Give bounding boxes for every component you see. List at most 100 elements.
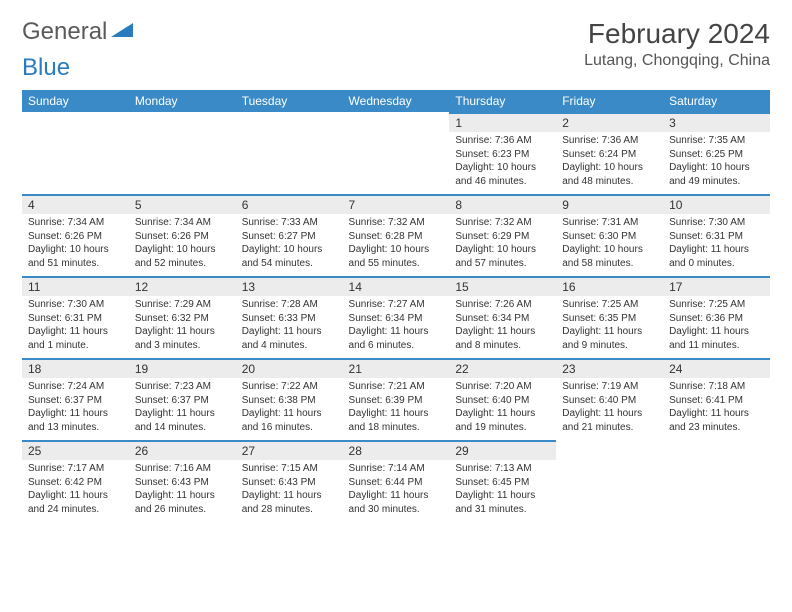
sunset-text: Sunset: 6:26 PM <box>135 230 230 244</box>
day-details: Sunrise: 7:33 AMSunset: 6:27 PMDaylight:… <box>236 214 343 276</box>
sunrise-text: Sunrise: 7:14 AM <box>349 462 444 476</box>
sunset-text: Sunset: 6:36 PM <box>669 312 764 326</box>
sunrise-text: Sunrise: 7:36 AM <box>562 134 657 148</box>
day-details: Sunrise: 7:35 AMSunset: 6:25 PMDaylight:… <box>663 132 770 194</box>
weekday-header: Sunday <box>22 90 129 112</box>
day-details: Sunrise: 7:30 AMSunset: 6:31 PMDaylight:… <box>663 214 770 276</box>
calendar-cell: 27Sunrise: 7:15 AMSunset: 6:43 PMDayligh… <box>236 440 343 522</box>
calendar-cell: 8Sunrise: 7:32 AMSunset: 6:29 PMDaylight… <box>449 194 556 276</box>
weekday-header: Wednesday <box>343 90 450 112</box>
daylight-text: Daylight: 11 hours and 9 minutes. <box>562 325 657 352</box>
sunrise-text: Sunrise: 7:17 AM <box>28 462 123 476</box>
empty-cell <box>343 112 450 170</box>
sunrise-text: Sunrise: 7:22 AM <box>242 380 337 394</box>
daylight-text: Daylight: 10 hours and 57 minutes. <box>455 243 550 270</box>
day-number: 10 <box>663 194 770 214</box>
calendar-week-row: 18Sunrise: 7:24 AMSunset: 6:37 PMDayligh… <box>22 358 770 440</box>
day-details: Sunrise: 7:18 AMSunset: 6:41 PMDaylight:… <box>663 378 770 440</box>
daylight-text: Daylight: 11 hours and 14 minutes. <box>135 407 230 434</box>
sunset-text: Sunset: 6:33 PM <box>242 312 337 326</box>
calendar-cell: 14Sunrise: 7:27 AMSunset: 6:34 PMDayligh… <box>343 276 450 358</box>
calendar-cell <box>129 112 236 194</box>
sunset-text: Sunset: 6:34 PM <box>349 312 444 326</box>
sunset-text: Sunset: 6:37 PM <box>28 394 123 408</box>
daylight-text: Daylight: 11 hours and 18 minutes. <box>349 407 444 434</box>
day-details: Sunrise: 7:31 AMSunset: 6:30 PMDaylight:… <box>556 214 663 276</box>
sunrise-text: Sunrise: 7:36 AM <box>455 134 550 148</box>
sunset-text: Sunset: 6:23 PM <box>455 148 550 162</box>
day-details: Sunrise: 7:24 AMSunset: 6:37 PMDaylight:… <box>22 378 129 440</box>
day-details: Sunrise: 7:29 AMSunset: 6:32 PMDaylight:… <box>129 296 236 358</box>
calendar-cell: 1Sunrise: 7:36 AMSunset: 6:23 PMDaylight… <box>449 112 556 194</box>
sunrise-text: Sunrise: 7:23 AM <box>135 380 230 394</box>
calendar-cell: 7Sunrise: 7:32 AMSunset: 6:28 PMDaylight… <box>343 194 450 276</box>
day-number: 29 <box>449 440 556 460</box>
calendar-cell: 25Sunrise: 7:17 AMSunset: 6:42 PMDayligh… <box>22 440 129 522</box>
day-details: Sunrise: 7:34 AMSunset: 6:26 PMDaylight:… <box>22 214 129 276</box>
sunset-text: Sunset: 6:32 PM <box>135 312 230 326</box>
sunset-text: Sunset: 6:30 PM <box>562 230 657 244</box>
day-number: 20 <box>236 358 343 378</box>
day-details: Sunrise: 7:21 AMSunset: 6:39 PMDaylight:… <box>343 378 450 440</box>
weekday-header: Tuesday <box>236 90 343 112</box>
daylight-text: Daylight: 10 hours and 51 minutes. <box>28 243 123 270</box>
sunrise-text: Sunrise: 7:24 AM <box>28 380 123 394</box>
calendar-week-row: 11Sunrise: 7:30 AMSunset: 6:31 PMDayligh… <box>22 276 770 358</box>
day-details: Sunrise: 7:17 AMSunset: 6:42 PMDaylight:… <box>22 460 129 522</box>
calendar-cell: 28Sunrise: 7:14 AMSunset: 6:44 PMDayligh… <box>343 440 450 522</box>
sunrise-text: Sunrise: 7:35 AM <box>669 134 764 148</box>
day-number: 25 <box>22 440 129 460</box>
sunrise-text: Sunrise: 7:21 AM <box>349 380 444 394</box>
calendar-cell: 5Sunrise: 7:34 AMSunset: 6:26 PMDaylight… <box>129 194 236 276</box>
sunset-text: Sunset: 6:38 PM <box>242 394 337 408</box>
calendar-cell: 13Sunrise: 7:28 AMSunset: 6:33 PMDayligh… <box>236 276 343 358</box>
calendar-cell: 12Sunrise: 7:29 AMSunset: 6:32 PMDayligh… <box>129 276 236 358</box>
daylight-text: Daylight: 11 hours and 1 minute. <box>28 325 123 352</box>
sunrise-text: Sunrise: 7:15 AM <box>242 462 337 476</box>
logo-triangle-icon <box>111 18 133 46</box>
day-number: 13 <box>236 276 343 296</box>
day-details: Sunrise: 7:15 AMSunset: 6:43 PMDaylight:… <box>236 460 343 522</box>
day-details: Sunrise: 7:32 AMSunset: 6:28 PMDaylight:… <box>343 214 450 276</box>
calendar-week-row: 4Sunrise: 7:34 AMSunset: 6:26 PMDaylight… <box>22 194 770 276</box>
weekday-header: Friday <box>556 90 663 112</box>
day-details: Sunrise: 7:30 AMSunset: 6:31 PMDaylight:… <box>22 296 129 358</box>
weekday-header-row: SundayMondayTuesdayWednesdayThursdayFrid… <box>22 90 770 112</box>
daylight-text: Daylight: 11 hours and 28 minutes. <box>242 489 337 516</box>
daylight-text: Daylight: 11 hours and 6 minutes. <box>349 325 444 352</box>
calendar-cell: 21Sunrise: 7:21 AMSunset: 6:39 PMDayligh… <box>343 358 450 440</box>
day-number: 4 <box>22 194 129 214</box>
sunrise-text: Sunrise: 7:19 AM <box>562 380 657 394</box>
calendar-cell: 10Sunrise: 7:30 AMSunset: 6:31 PMDayligh… <box>663 194 770 276</box>
weekday-header: Saturday <box>663 90 770 112</box>
month-title: February 2024 <box>584 18 770 50</box>
sunset-text: Sunset: 6:31 PM <box>669 230 764 244</box>
calendar-cell: 6Sunrise: 7:33 AMSunset: 6:27 PMDaylight… <box>236 194 343 276</box>
empty-cell <box>663 440 770 498</box>
day-number: 23 <box>556 358 663 378</box>
day-details: Sunrise: 7:36 AMSunset: 6:23 PMDaylight:… <box>449 132 556 194</box>
calendar-cell: 20Sunrise: 7:22 AMSunset: 6:38 PMDayligh… <box>236 358 343 440</box>
day-number: 16 <box>556 276 663 296</box>
daylight-text: Daylight: 11 hours and 31 minutes. <box>455 489 550 516</box>
logo-text-general: General <box>22 18 107 46</box>
sunrise-text: Sunrise: 7:29 AM <box>135 298 230 312</box>
weekday-header: Thursday <box>449 90 556 112</box>
day-details: Sunrise: 7:25 AMSunset: 6:36 PMDaylight:… <box>663 296 770 358</box>
calendar-cell: 17Sunrise: 7:25 AMSunset: 6:36 PMDayligh… <box>663 276 770 358</box>
logo: General <box>22 18 135 46</box>
sunset-text: Sunset: 6:42 PM <box>28 476 123 490</box>
calendar-cell <box>236 112 343 194</box>
sunset-text: Sunset: 6:41 PM <box>669 394 764 408</box>
day-number: 22 <box>449 358 556 378</box>
sunrise-text: Sunrise: 7:31 AM <box>562 216 657 230</box>
day-details: Sunrise: 7:34 AMSunset: 6:26 PMDaylight:… <box>129 214 236 276</box>
sunset-text: Sunset: 6:25 PM <box>669 148 764 162</box>
calendar-cell: 19Sunrise: 7:23 AMSunset: 6:37 PMDayligh… <box>129 358 236 440</box>
sunrise-text: Sunrise: 7:34 AM <box>135 216 230 230</box>
day-details: Sunrise: 7:19 AMSunset: 6:40 PMDaylight:… <box>556 378 663 440</box>
daylight-text: Daylight: 11 hours and 23 minutes. <box>669 407 764 434</box>
calendar-body: 1Sunrise: 7:36 AMSunset: 6:23 PMDaylight… <box>22 112 770 522</box>
daylight-text: Daylight: 10 hours and 58 minutes. <box>562 243 657 270</box>
calendar-cell: 22Sunrise: 7:20 AMSunset: 6:40 PMDayligh… <box>449 358 556 440</box>
